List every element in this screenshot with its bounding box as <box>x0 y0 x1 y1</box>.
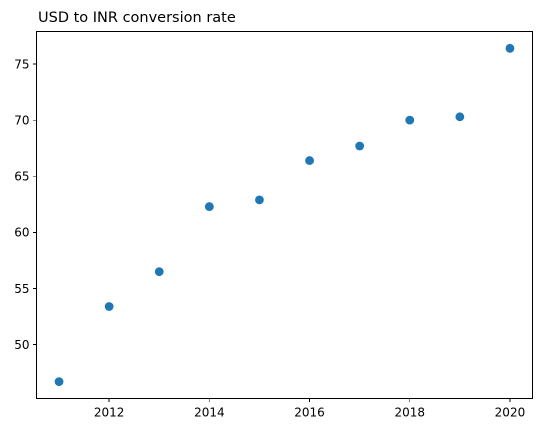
data-point <box>204 202 214 211</box>
data-point <box>305 156 314 165</box>
y-tick-label: 75 <box>14 57 29 71</box>
x-tick-label: 2014 <box>194 406 225 420</box>
x-axis-ticks: 2012 2014 2016 2018 2020 <box>94 398 526 420</box>
data-point <box>154 267 164 277</box>
x-tick-label: 2012 <box>94 406 125 420</box>
data-point <box>355 141 365 151</box>
chart-title: USD to INR conversion rate <box>38 10 236 26</box>
y-tick-label: 65 <box>14 170 29 184</box>
y-axis-ticks: 50 55 60 65 70 75 <box>14 57 37 352</box>
data-point <box>455 112 465 122</box>
x-tick-label: 2020 <box>495 406 526 420</box>
data-point <box>505 43 515 53</box>
data-point <box>54 377 64 387</box>
x-tick-label: 2018 <box>394 406 425 420</box>
plot-frame <box>36 31 533 399</box>
data-point <box>405 115 415 125</box>
x-tick-label: 2016 <box>294 406 325 420</box>
y-tick-label: 55 <box>14 282 29 296</box>
data-points <box>54 43 515 387</box>
y-tick-label: 70 <box>14 113 29 127</box>
y-tick-label: 50 <box>14 338 29 352</box>
data-point <box>104 302 114 311</box>
y-tick-label: 60 <box>14 226 29 240</box>
data-point <box>255 195 264 205</box>
